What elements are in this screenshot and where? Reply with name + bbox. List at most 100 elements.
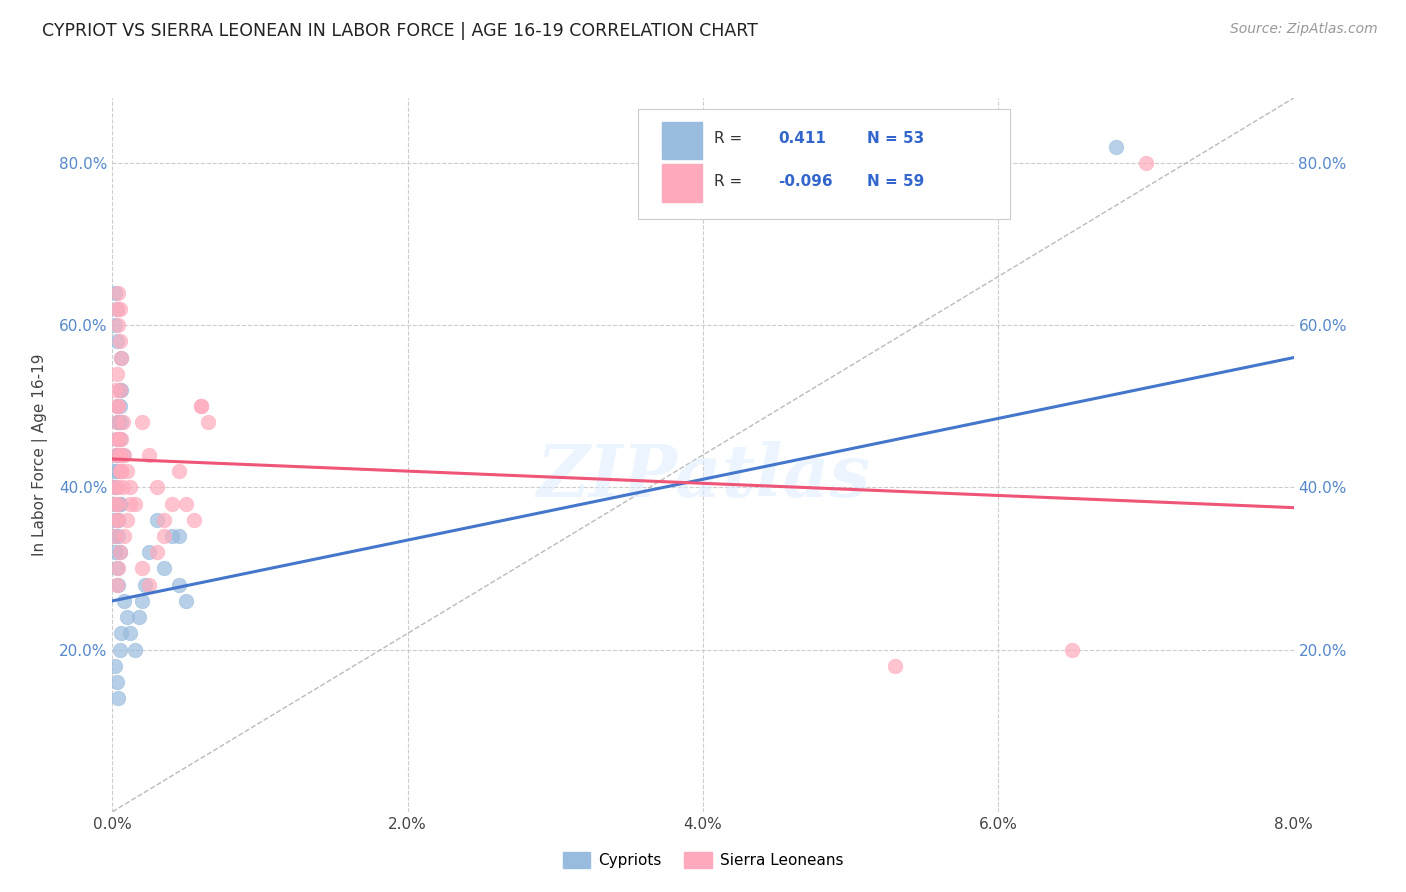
Point — [153, 513, 176, 527]
Point — [1105, 140, 1128, 154]
Point — [108, 301, 131, 316]
Point — [110, 432, 132, 446]
Point — [111, 480, 134, 494]
Point — [124, 642, 146, 657]
Point — [107, 577, 129, 591]
Point — [105, 432, 128, 446]
Point — [110, 416, 132, 430]
Point — [104, 383, 127, 397]
Point — [110, 351, 132, 365]
Point — [884, 658, 907, 673]
Point — [134, 577, 156, 591]
Text: ZIPatlas: ZIPatlas — [536, 441, 870, 512]
FancyBboxPatch shape — [662, 164, 702, 202]
Point — [104, 529, 127, 543]
Point — [112, 529, 135, 543]
Point — [146, 480, 169, 494]
Point — [108, 399, 131, 413]
Point — [107, 691, 129, 706]
Point — [108, 545, 131, 559]
Point — [110, 351, 132, 365]
Point — [108, 448, 131, 462]
Point — [120, 626, 142, 640]
Point — [105, 367, 128, 381]
Point — [104, 529, 127, 543]
Point — [138, 448, 160, 462]
Point — [104, 497, 127, 511]
Point — [105, 399, 128, 413]
Point — [107, 480, 129, 494]
Point — [167, 529, 190, 543]
Point — [167, 464, 190, 478]
Point — [105, 448, 128, 462]
Text: R =: R = — [714, 174, 742, 189]
Point — [108, 448, 131, 462]
Point — [103, 480, 125, 494]
Text: -0.096: -0.096 — [779, 174, 834, 189]
Point — [1062, 642, 1084, 657]
Point — [110, 383, 132, 397]
Point — [160, 497, 183, 511]
Point — [104, 480, 127, 494]
Point — [138, 577, 160, 591]
Point — [146, 545, 169, 559]
Point — [197, 416, 219, 430]
Point — [153, 561, 176, 575]
Point — [174, 497, 197, 511]
Point — [107, 513, 129, 527]
Point — [124, 497, 146, 511]
Point — [107, 318, 129, 333]
Point — [108, 432, 131, 446]
FancyBboxPatch shape — [638, 109, 1010, 219]
Point — [104, 448, 127, 462]
Point — [174, 594, 197, 608]
Point — [153, 529, 176, 543]
Text: CYPRIOT VS SIERRA LEONEAN IN LABOR FORCE | AGE 16-19 CORRELATION CHART: CYPRIOT VS SIERRA LEONEAN IN LABOR FORCE… — [42, 22, 758, 40]
Point — [108, 464, 131, 478]
Point — [107, 416, 129, 430]
Point — [110, 464, 132, 478]
FancyBboxPatch shape — [662, 121, 702, 159]
Point — [107, 416, 129, 430]
Point — [108, 545, 131, 559]
Point — [131, 561, 153, 575]
Point — [131, 416, 153, 430]
Point — [128, 610, 150, 624]
Point — [146, 513, 169, 527]
Point — [107, 399, 129, 413]
Point — [105, 513, 128, 527]
Point — [105, 432, 128, 446]
Point — [105, 334, 128, 349]
Point — [105, 301, 128, 316]
Point — [104, 658, 127, 673]
Point — [104, 285, 127, 300]
Point — [108, 497, 131, 511]
Point — [104, 318, 127, 333]
Text: 0.411: 0.411 — [779, 131, 827, 146]
Point — [190, 399, 212, 413]
Point — [107, 529, 129, 543]
Point — [111, 448, 134, 462]
Point — [107, 432, 129, 446]
Point — [105, 513, 128, 527]
Point — [117, 464, 138, 478]
Point — [183, 513, 205, 527]
Point — [105, 464, 128, 478]
Point — [105, 416, 128, 430]
Point — [103, 513, 125, 527]
Point — [108, 334, 131, 349]
Point — [107, 513, 129, 527]
Point — [108, 497, 131, 511]
Point — [117, 513, 138, 527]
Point — [108, 642, 131, 657]
Point — [110, 626, 132, 640]
Point — [107, 497, 129, 511]
Point — [167, 577, 190, 591]
Y-axis label: In Labor Force | Age 16-19: In Labor Force | Age 16-19 — [32, 353, 48, 557]
Text: Source: ZipAtlas.com: Source: ZipAtlas.com — [1230, 22, 1378, 37]
Point — [108, 383, 131, 397]
Point — [105, 301, 128, 316]
Point — [117, 610, 138, 624]
Point — [105, 448, 128, 462]
Text: R =: R = — [714, 131, 742, 146]
